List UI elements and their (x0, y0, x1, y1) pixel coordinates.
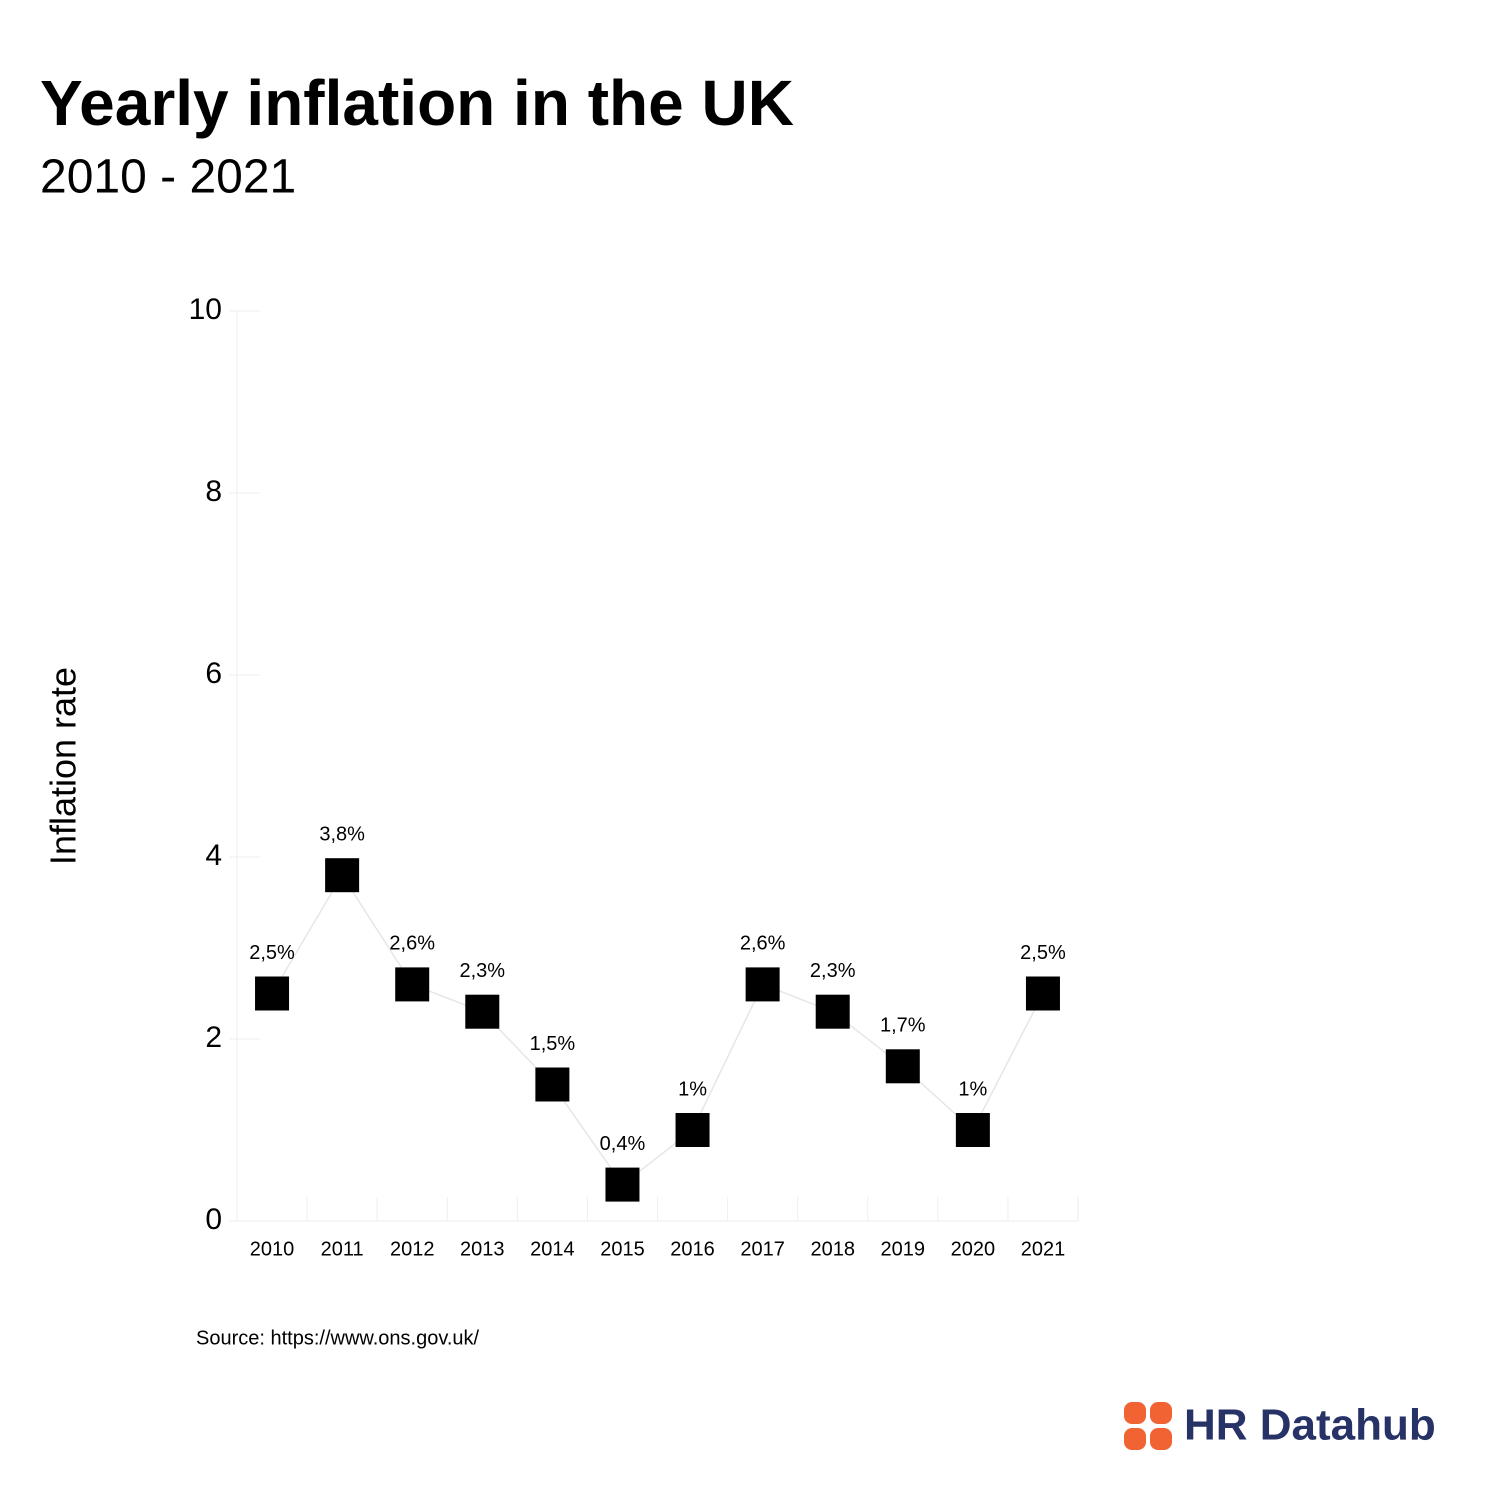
x-tick-label: 2020 (951, 1238, 996, 1260)
y-tick-label: 6 (205, 657, 222, 690)
chart-title: Yearly inflation in the UK (40, 67, 794, 139)
data-label: 1,5% (530, 1033, 576, 1055)
marker (605, 1167, 640, 1202)
x-tick-label: 2010 (250, 1238, 295, 1260)
data-label: 2,3% (810, 960, 856, 982)
data-label: 1,7% (880, 1015, 926, 1037)
x-tick-label: 2011 (321, 1238, 364, 1260)
data-label: 1% (678, 1078, 707, 1100)
marker (535, 1067, 570, 1102)
data-label: 2,6% (740, 933, 786, 955)
x-tick-label: 2017 (740, 1238, 785, 1260)
data-label: 2,3% (459, 960, 505, 982)
marker (815, 994, 850, 1029)
x-tick-label: 2012 (390, 1238, 435, 1260)
logo-icon (1124, 1402, 1172, 1450)
y-tick-label: 0 (205, 1203, 222, 1236)
marker (885, 1049, 920, 1084)
x-tick-label: 2019 (881, 1238, 926, 1260)
logo-text: HR Datahub (1184, 1401, 1436, 1450)
marker (255, 976, 290, 1011)
data-label: 1% (958, 1078, 987, 1100)
y-axis-label: Inflation rate (43, 667, 84, 865)
line (271, 873, 1044, 1186)
marker (1025, 976, 1060, 1011)
x-tick-label: 2016 (670, 1238, 715, 1260)
marker (745, 967, 780, 1002)
y-tick-label: 4 (205, 839, 222, 872)
marker (675, 1113, 710, 1147)
x-tick-label: 2021 (1021, 1238, 1066, 1260)
marker (955, 1113, 990, 1147)
marker (465, 994, 500, 1029)
x-tick-label: 2014 (530, 1238, 575, 1260)
x-tick-label: 2015 (600, 1238, 645, 1260)
data-label: 2,5% (1020, 942, 1066, 964)
x-tick-label: 2013 (460, 1238, 505, 1260)
data-label: 2,5% (249, 942, 295, 964)
source-note: Source: https://www.ons.gov.uk/ (196, 1327, 480, 1349)
marker (395, 967, 430, 1002)
data-label: 3,8% (319, 823, 365, 845)
y-tick-label: 10 (189, 293, 222, 326)
marker (325, 858, 360, 893)
chart-subtitle: 2010 - 2021 (40, 151, 296, 204)
x-tick-label: 2018 (810, 1238, 855, 1260)
y-tick-label: 2 (205, 1021, 222, 1054)
data-label: 0,4% (600, 1133, 646, 1155)
data-label: 2,6% (389, 933, 435, 955)
y-tick-label: 8 (205, 475, 222, 508)
